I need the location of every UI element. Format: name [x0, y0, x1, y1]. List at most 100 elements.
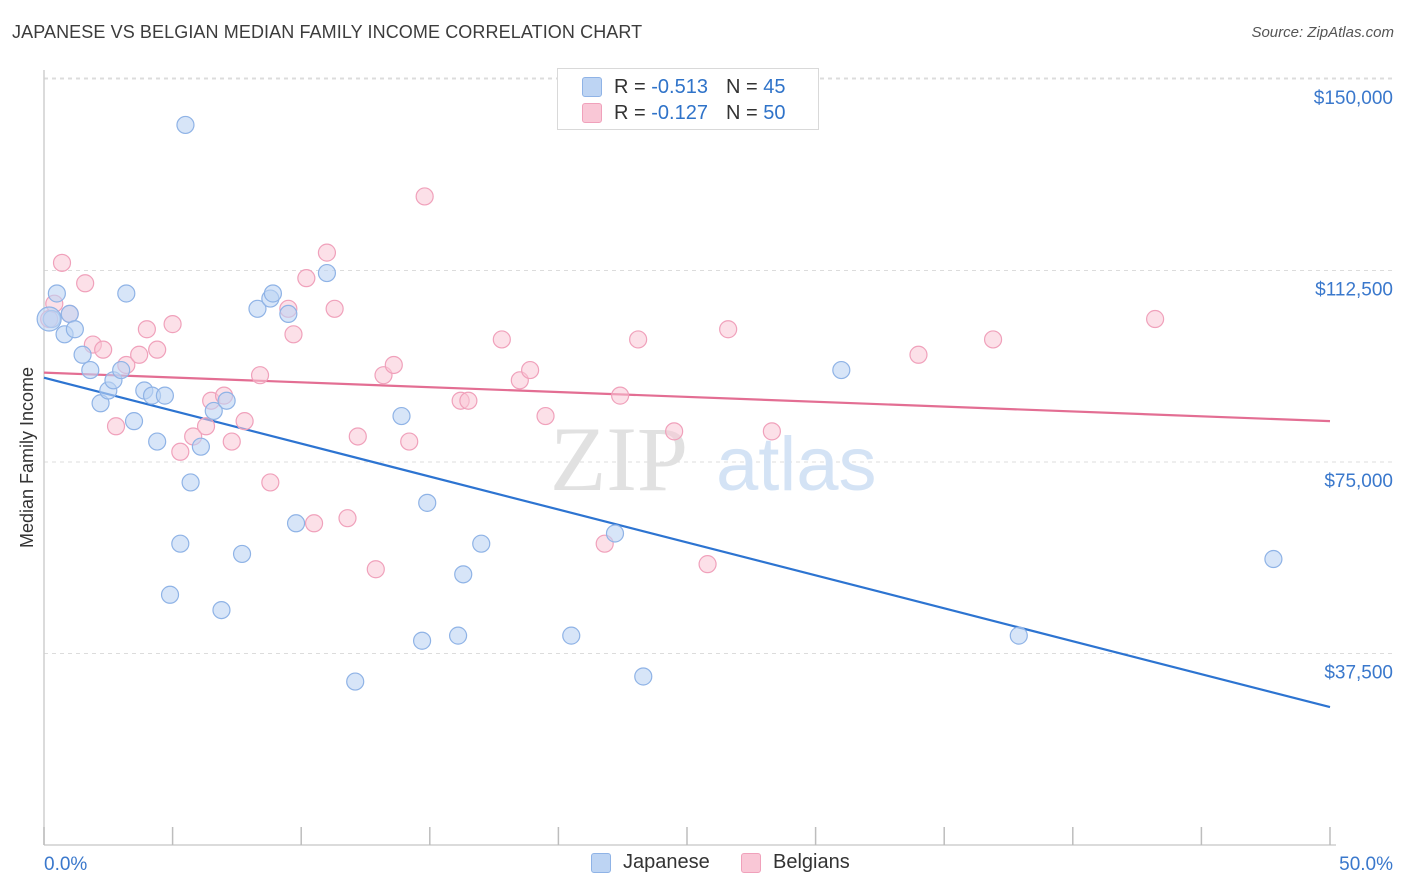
- japanese-point: [346, 672, 365, 691]
- watermark-atlas: atlas: [716, 422, 877, 507]
- japanese-point: [191, 437, 210, 456]
- japanese-point: [454, 565, 473, 584]
- belgians-n-value: 50: [763, 101, 786, 124]
- japanese-point: [605, 524, 625, 543]
- belgians-point: [171, 442, 190, 461]
- legend-item-belgians[interactable]: Belgians: [741, 851, 850, 874]
- belgians-point: [163, 315, 182, 334]
- axes: [43, 70, 1336, 846]
- belgians-point: [983, 330, 1003, 349]
- japanese-point: [832, 360, 851, 380]
- japanese-point: [204, 401, 223, 421]
- belgians-point: [611, 386, 630, 405]
- belgians-points: [40, 187, 1165, 579]
- belgians-point: [629, 330, 648, 349]
- japanese-point: [562, 626, 581, 645]
- japanese-point: [217, 391, 236, 410]
- belgians-point: [284, 325, 303, 344]
- belgians-point: [106, 417, 126, 436]
- belgians-point: [338, 509, 357, 528]
- japanese-r-value: -0.513: [651, 75, 708, 98]
- belgians-point: [148, 340, 167, 359]
- belgians-point: [235, 412, 254, 431]
- watermark: ZIP atlas: [550, 408, 877, 510]
- x-tick-label-min: 0.0%: [44, 854, 87, 875]
- belgians-point: [909, 345, 928, 364]
- japanese-swatch: [582, 77, 602, 97]
- belgians-point: [325, 299, 344, 318]
- belgians-swatch: [582, 103, 602, 123]
- gridlines: [44, 77, 1395, 654]
- belgians-point: [137, 320, 156, 339]
- y-tick-label: $150,000: [1314, 88, 1393, 109]
- x-tick-label-max: 50.0%: [1339, 854, 1393, 875]
- japanese-point: [1009, 626, 1028, 645]
- japanese-point: [117, 284, 136, 303]
- belgians-point: [521, 360, 540, 380]
- japanese-point: [124, 412, 144, 431]
- chart-title: JAPANESE VS BELGIAN MEDIAN FAMILY INCOME…: [12, 22, 643, 42]
- japanese-point: [65, 320, 84, 339]
- japanese-point: [60, 304, 79, 324]
- japanese-point: [448, 626, 468, 645]
- belgians-point: [261, 473, 280, 492]
- belgians-point: [304, 514, 324, 533]
- japanese-points: [36, 115, 1283, 691]
- source-label: Source: ZipAtlas.com: [1251, 24, 1394, 41]
- japanese-point: [248, 299, 267, 318]
- tick-labels: $37,500 $75,000 $112,500 $150,000 0.0% 50.0% M…: [17, 88, 1393, 875]
- japanese-swatch: [591, 852, 611, 873]
- legend-item-japanese[interactable]: Japanese: [591, 851, 710, 874]
- japanese-point: [155, 386, 174, 405]
- japanese-point: [634, 667, 653, 686]
- belgians-point: [762, 422, 781, 441]
- belgians-swatch: [741, 852, 761, 873]
- belgians-point: [76, 274, 95, 293]
- belgians-point: [222, 432, 241, 451]
- japanese-point: [181, 473, 200, 492]
- belgians-point: [94, 340, 113, 359]
- r-label: R =: [614, 101, 646, 124]
- n-label: N =: [725, 75, 758, 98]
- belgians-point: [297, 269, 316, 288]
- japanese-point: [47, 284, 66, 303]
- belgians-point: [698, 555, 717, 574]
- belgians-point: [317, 243, 337, 262]
- japanese-n-value: 45: [763, 75, 786, 98]
- japanese-point: [171, 534, 190, 553]
- watermark-zip: ZIP: [550, 408, 688, 510]
- belgians-point: [1146, 309, 1165, 329]
- legend-row-japanese: R = -0.513 N = 45: [582, 74, 785, 100]
- japanese-point: [176, 115, 195, 135]
- belgians-point: [536, 406, 555, 426]
- trend-line-japanese: [43, 376, 1331, 709]
- correlation-legend: R = -0.513 N = 45 R = -0.127 N = 50: [557, 68, 819, 130]
- belgians-point: [52, 253, 72, 272]
- belgians-point: [250, 366, 270, 385]
- japanese-point: [279, 304, 298, 324]
- y-tick-label: $37,500: [1324, 663, 1393, 684]
- belgians-point: [400, 432, 419, 451]
- japanese-point: [81, 360, 100, 380]
- belgians-point: [196, 417, 216, 436]
- n-label: N =: [725, 101, 758, 124]
- japanese-point: [317, 263, 337, 283]
- r-label: R =: [614, 75, 646, 98]
- y-tick-label: $75,000: [1324, 471, 1393, 492]
- legend-label-belgians: Belgians: [773, 851, 850, 873]
- belgians-point: [366, 560, 385, 579]
- belgians-point: [492, 330, 511, 349]
- japanese-point: [112, 360, 131, 380]
- belgians-point: [348, 427, 367, 446]
- belgians-point: [719, 320, 738, 339]
- japanese-point: [263, 284, 283, 303]
- japanese-point: [412, 631, 432, 650]
- japanese-point: [148, 432, 167, 451]
- y-axis-label: Median Family Income: [17, 367, 37, 548]
- japanese-point: [36, 306, 62, 332]
- legend-label-japanese: Japanese: [623, 851, 710, 873]
- series-legend: Japanese Belgians: [0, 851, 1406, 879]
- japanese-point: [392, 406, 411, 426]
- japanese-point: [1264, 549, 1283, 569]
